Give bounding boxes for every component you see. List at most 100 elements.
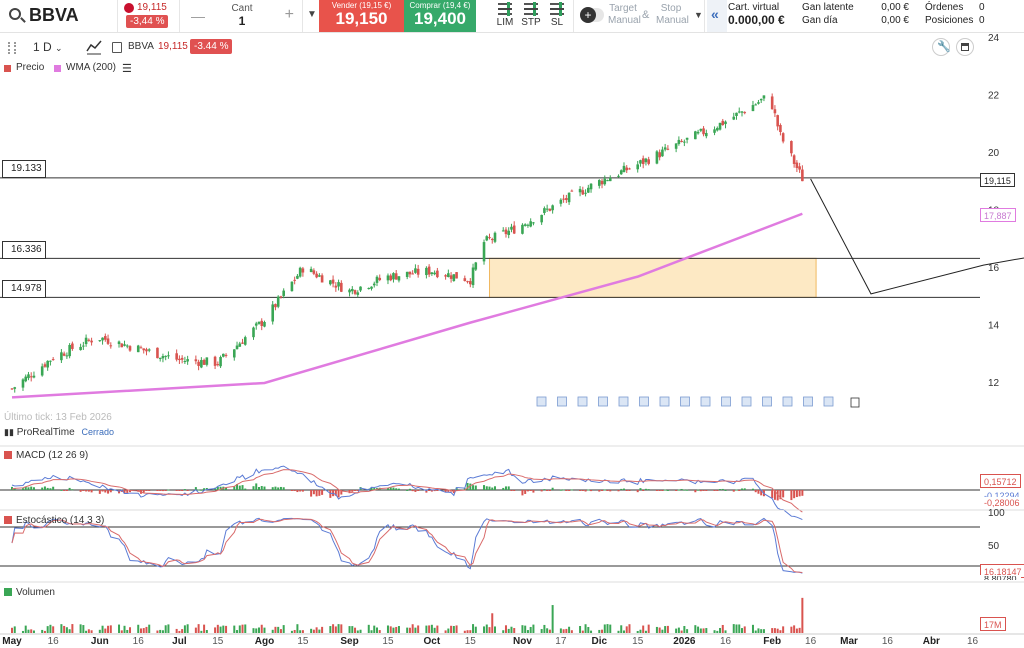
level-label-19133[interactable]: 19.133 [2,160,46,178]
time-axis-tick: 15 [465,636,477,647]
macd-histogram-bar [590,490,593,492]
target-stop-toggle[interactable]: + [580,7,604,23]
legend-price[interactable]: Precio [4,62,44,73]
symbol-search[interactable]: BBVA [0,0,118,32]
macd-histogram-bar [716,490,719,491]
macd-histogram-bar [488,486,491,490]
search-icon[interactable] [9,8,21,20]
volume-label[interactable]: Volumen [4,587,55,598]
volume-bar [126,629,129,633]
settings-button[interactable]: 🔧 [932,38,951,56]
quantity-stepper[interactable]: — Cant 1 + [181,0,303,32]
chart-type-icon[interactable] [86,39,102,55]
volume-bar [359,629,362,633]
macd-histogram-bar [279,486,282,490]
candle-body [51,359,55,361]
macd-histogram-bar [282,487,285,490]
macd-histogram-bar [719,489,722,491]
chevron-down-icon[interactable]: ▼ [307,9,317,20]
volume-bar [740,628,743,633]
macd-histogram-bar [686,489,689,491]
volume-bar [686,629,689,633]
candle-body [219,357,222,367]
macd-signal-line [11,469,803,513]
candle-body [447,273,450,278]
volume-bar [310,628,313,633]
qty-dropdown[interactable]: ▼ [304,0,319,32]
candle-body [194,359,198,362]
chevron-down-icon[interactable]: ▼ [694,10,703,20]
macd-histogram-bar [507,486,510,490]
candle-body [581,190,585,195]
macd-label[interactable]: MACD (12 26 9) [4,450,88,461]
wrench-icon: 🔧 [937,41,951,53]
candle-body [466,281,469,283]
drag-handle-icon[interactable] [8,42,16,54]
volume-bar [757,628,760,633]
candle-body [589,183,593,190]
macd-histogram-bar [773,490,776,500]
volume-bar [705,628,708,633]
stop-label[interactable]: Stop Manual [656,3,689,26]
unrealized-gain-value: 0,00 € [881,2,909,13]
legend-list-icon[interactable]: ☰ [122,63,132,75]
candle-body [180,357,184,360]
decrease-qty-button[interactable]: — [191,8,205,24]
candle-body [101,337,104,341]
event-marker-icon [823,396,834,407]
qty-value[interactable]: 1 [238,14,246,28]
volume-bar [568,626,571,633]
volume-bar [543,624,546,633]
macd-histogram-bar [754,490,757,493]
candle-body [29,376,33,378]
target-label[interactable]: Target Manual [608,3,641,26]
timeframe-select[interactable]: 1 D ⌄ [33,40,63,54]
instrument-info-icon[interactable] [112,42,122,53]
candle-body [606,180,609,182]
volume-bar [142,628,145,633]
macd-histogram-bar [529,490,532,491]
macd-histogram-bar [236,484,239,490]
volume-bar [43,630,46,633]
increase-qty-button[interactable]: + [284,6,294,23]
candle-body [685,137,689,140]
stoch-label[interactable]: Estocástico (14 3 3) [4,515,104,526]
volume-bar [655,626,658,633]
volume-bar [721,624,724,633]
volume-bar [625,626,628,633]
target-stop-control: + Target Manual & Stop Manual ▼ [573,0,705,32]
level-label-14978[interactable]: 14.978 [2,280,46,298]
stop-order-button[interactable]: STP [516,0,546,32]
volume-bar [677,627,680,633]
window-button[interactable] [956,38,974,56]
candle-body [271,304,275,322]
volume-bar [98,629,101,633]
market-state: Cerrado [81,427,114,437]
volume-bar [463,630,466,633]
legend-wma[interactable]: WMA (200) [54,62,116,73]
candle-body [523,224,527,226]
buy-button[interactable]: Comprar (19,4 €) 19,400 [404,0,476,32]
candle-body [512,225,516,234]
candle-body [551,205,554,211]
chart-change-badge: -3.44 % [190,39,233,54]
candle-body [647,159,650,164]
macd-histogram-bar [296,490,299,493]
time-axis-tick: 17 [555,636,567,647]
price-chart[interactable]: 2422201816141210050May16Jun16Jul15Ago15S… [0,33,1024,648]
stop-limit-order-button[interactable]: SL [542,0,572,32]
sell-button[interactable]: Vender (19,15 €) 19,150 [319,0,404,32]
macd-histogram-bar [241,485,244,490]
macd-histogram-bar [625,490,628,491]
time-axis-tick: Jun [91,636,109,647]
candle-body [40,366,44,376]
candle-body [562,198,565,200]
macd-histogram-bar [244,488,247,490]
limit-order-button[interactable]: LIM [490,0,520,32]
quote-summary: 19,115 -3,44 % [118,0,180,32]
level-label-16336[interactable]: 16.336 [2,241,46,259]
macd-histogram-bar [598,490,601,492]
macd-histogram-bar [444,490,447,493]
candle-body [570,190,574,192]
collapse-panel-button[interactable]: « [707,0,727,32]
